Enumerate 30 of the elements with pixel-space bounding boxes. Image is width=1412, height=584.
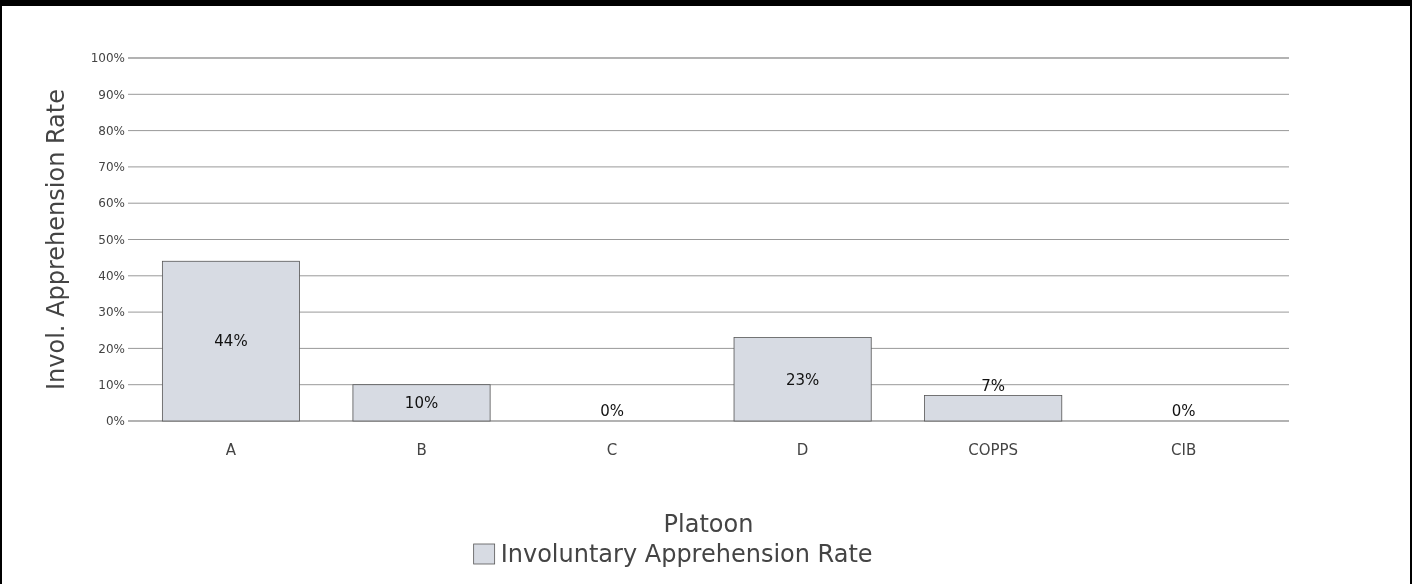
text: 10% xyxy=(404,394,439,413)
text: 23% xyxy=(785,370,820,389)
bar xyxy=(161,260,300,422)
x-tick-label: CIB xyxy=(1171,441,1197,460)
text: 44% xyxy=(214,332,248,351)
y-tick-label: 80% xyxy=(98,123,125,138)
x-tick-label: COPPS xyxy=(968,441,1019,460)
y-tick-label: 50% xyxy=(98,232,125,247)
y-tick-label: 40% xyxy=(98,269,125,283)
y-tick-label: 20% xyxy=(98,341,125,356)
text: 7% xyxy=(981,376,1006,395)
legend-label: Involuntary Apprehension Rate xyxy=(500,540,873,569)
y-tick-label: 0% xyxy=(105,414,125,429)
bar xyxy=(924,395,1063,422)
y-tick-label: 10% xyxy=(98,377,125,392)
y-tick-label: 100% xyxy=(90,51,125,66)
bar xyxy=(352,384,491,422)
y-tick-label: 60% xyxy=(98,196,125,211)
x-tick-label: A xyxy=(225,441,237,460)
text: 0% xyxy=(1171,402,1196,421)
y-axis-title: Invol. Apprehension Rate xyxy=(42,88,70,391)
text: 0% xyxy=(600,402,624,421)
y-tick-label: 90% xyxy=(98,87,125,102)
x-axis-title: Platoon xyxy=(663,510,754,538)
y-tick-label: 30% xyxy=(98,305,125,320)
x-tick-label: B xyxy=(416,441,427,460)
x-tick-label: D xyxy=(796,441,809,460)
bar xyxy=(733,337,872,422)
x-tick-label: C xyxy=(606,441,618,460)
y-tick-label: 70% xyxy=(98,160,125,175)
